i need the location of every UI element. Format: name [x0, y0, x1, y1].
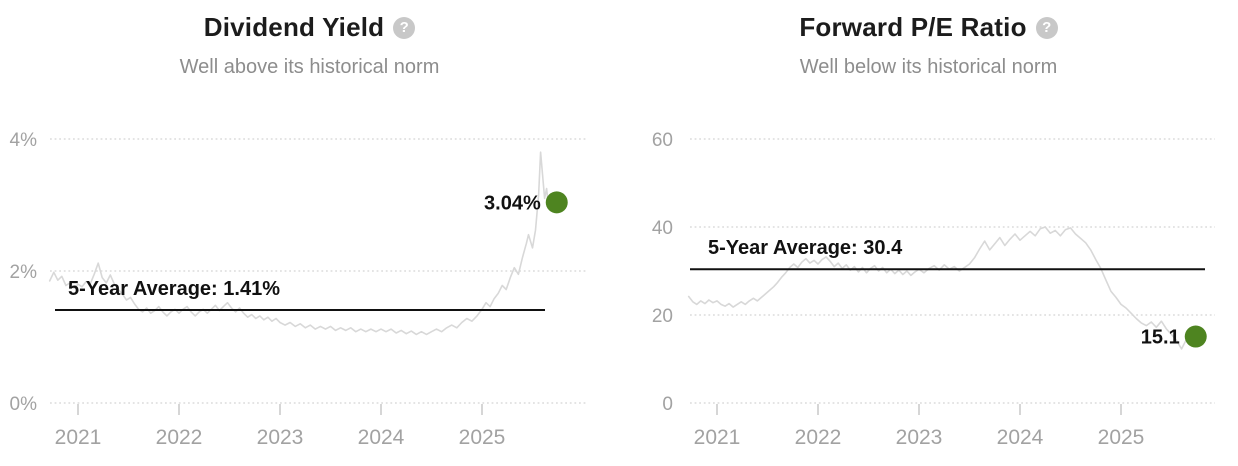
y-axis-label: 40 — [652, 218, 673, 239]
current-value-label: 15.1 — [1141, 327, 1180, 349]
average-label: 5-Year Average: 1.41% — [68, 278, 280, 300]
x-axis-label: 2023 — [257, 426, 304, 449]
chart-subtitle: Well above its historical norm — [179, 55, 440, 78]
average-label: 5-Year Average: 30.4 — [708, 237, 903, 259]
forward-pe-chart[interactable]: 0 20 40 60 2021 2022 2023 2024 2025 5-Year Averag… — [619, 0, 1238, 466]
y-axis-label: 0 — [662, 394, 673, 415]
dividend-yield-chart[interactable]: 0% 2% 4% 2021 2022 2023 2024 2025 5-Year Average… — [0, 0, 619, 466]
forward-pe-card: Forward P/E Ratio ? Well below its histo… — [619, 0, 1238, 466]
current-value-dot — [1184, 325, 1207, 348]
y-axis-label: 4% — [10, 130, 38, 151]
question-mark-glyph: ? — [399, 19, 409, 37]
chart-subtitle: Well below its historical norm — [799, 55, 1058, 78]
y-axis-label: 2% — [10, 262, 38, 283]
chart-header: Dividend Yield ? Well above its historic… — [0, 0, 619, 79]
x-axis-label: 2021 — [55, 426, 102, 449]
x-axis-label: 2024 — [997, 426, 1044, 449]
dividend-yield-card: Dividend Yield ? Well above its historic… — [0, 0, 619, 466]
y-axis-label: 0% — [10, 394, 38, 415]
series-line — [687, 226, 1197, 350]
y-axis-label: 60 — [652, 130, 673, 151]
current-value-dot — [545, 191, 568, 214]
x-axis-label: 2025 — [1098, 426, 1145, 449]
x-axis-label: 2025 — [459, 426, 506, 449]
x-axis-label: 2022 — [795, 426, 842, 449]
title-row: Dividend Yield ? — [0, 12, 619, 43]
question-mark-glyph: ? — [1042, 19, 1052, 37]
y-axis-label: 20 — [652, 306, 673, 327]
title-row: Forward P/E Ratio ? — [619, 12, 1238, 43]
x-axis-label: 2024 — [358, 426, 405, 449]
chart-title: Dividend Yield — [203, 12, 385, 42]
x-axis-label: 2023 — [896, 426, 943, 449]
chart-title: Forward P/E Ratio — [799, 12, 1027, 42]
x-axis-label: 2022 — [156, 426, 203, 449]
current-value-label: 3.04% — [484, 192, 541, 214]
chart-header: Forward P/E Ratio ? Well below its histo… — [619, 0, 1238, 79]
help-icon[interactable]: ? — [393, 16, 416, 39]
x-axis-label: 2021 — [694, 426, 741, 449]
help-icon[interactable]: ? — [1035, 16, 1058, 39]
series-line — [48, 151, 558, 336]
